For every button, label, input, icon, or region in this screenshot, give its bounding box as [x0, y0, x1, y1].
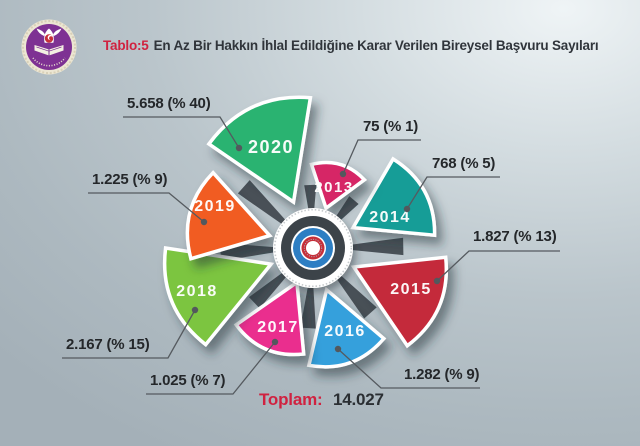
slice-2013	[309, 160, 368, 211]
total-value: 14.027	[332, 390, 384, 409]
title-text: En Az Bir Hakkın İhlal Edildiğine Karar …	[153, 38, 599, 53]
slice-year-2018: 2018	[176, 283, 218, 300]
slice-2014	[350, 156, 437, 238]
table-number: Tablo:5	[103, 38, 149, 53]
leader-line-2020	[123, 116, 240, 149]
leader-dot-2013	[339, 170, 347, 178]
court-emblem-icon	[21, 19, 77, 75]
slice-2017	[233, 279, 306, 357]
slice-year-2019: 2019	[194, 198, 236, 215]
total-label: Toplam:	[259, 390, 323, 409]
leader-dot-2014	[403, 205, 411, 213]
leader-line-2013	[342, 139, 421, 175]
header: Tablo:5 En Az Bir Hakkın İhlal Edildiğin…	[0, 0, 640, 90]
chart-title: Tablo:5 En Az Bir Hakkın İhlal Edildiğin…	[103, 38, 599, 53]
leader-line-2019	[88, 192, 205, 223]
slice-year-2017: 2017	[257, 319, 299, 336]
slice-year-2020: 2020	[248, 137, 294, 157]
slice-year-2016: 2016	[324, 323, 366, 340]
slice-2020	[206, 95, 313, 206]
slice-year-2015: 2015	[390, 281, 432, 298]
leader-line-2014	[406, 176, 500, 210]
leader-dot-2016	[334, 345, 342, 353]
leader-dot-2015	[433, 277, 441, 285]
total: Toplam: 14.027	[259, 390, 384, 410]
slice-year-2013: 2013	[314, 179, 353, 196]
bullseye-target-icon	[273, 208, 353, 288]
slice-year-2014: 2014	[369, 209, 411, 226]
leader-dot-2017	[271, 338, 279, 346]
divider-stripe	[329, 237, 404, 256]
leader-dot-2018	[191, 306, 199, 314]
leader-dot-2020	[235, 144, 243, 152]
leader-line-2017	[146, 341, 276, 395]
leader-line-2015	[436, 250, 560, 282]
leader-dot-2019	[200, 218, 208, 226]
slice-2016	[306, 286, 387, 369]
leader-line-2016	[337, 348, 480, 389]
leader-line-2018	[62, 309, 196, 359]
slice-2018	[162, 245, 275, 348]
slice-2019	[185, 170, 273, 261]
slice-2015	[350, 255, 449, 349]
